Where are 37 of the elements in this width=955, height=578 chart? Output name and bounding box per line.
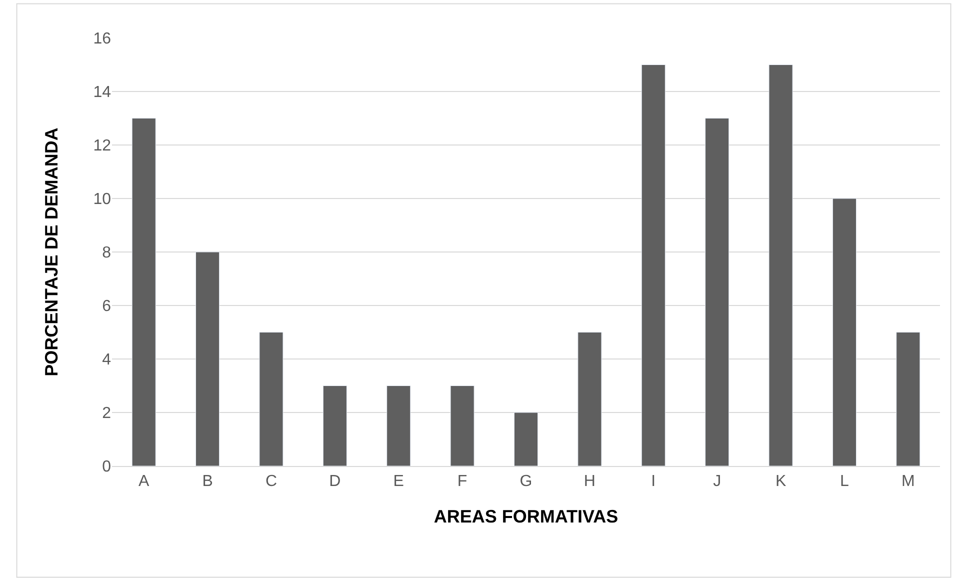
y-axis-title: PORCENTAJE DE DEMANDA bbox=[41, 128, 62, 376]
y-tick-label: 0 bbox=[102, 458, 112, 476]
bar bbox=[768, 64, 793, 466]
y-tick-label: 14 bbox=[93, 84, 112, 102]
bar bbox=[386, 386, 411, 466]
x-tick-label: F bbox=[457, 473, 468, 490]
y-tick-label: 4 bbox=[102, 352, 112, 369]
y-tick-label: 16 bbox=[93, 30, 112, 48]
x-tick-label: G bbox=[520, 473, 532, 490]
x-tick-label: D bbox=[329, 473, 341, 490]
bar bbox=[705, 118, 730, 466]
x-tick-label: I bbox=[651, 473, 656, 490]
bar bbox=[259, 332, 284, 466]
bar bbox=[578, 332, 602, 466]
bar bbox=[641, 64, 666, 466]
bar bbox=[196, 252, 220, 466]
x-tick-label: E bbox=[393, 473, 404, 490]
bar bbox=[132, 118, 156, 466]
x-tick-label: H bbox=[584, 473, 596, 490]
bar bbox=[896, 332, 920, 466]
x-tick-label: C bbox=[265, 473, 278, 490]
y-tick-label: 12 bbox=[93, 138, 112, 155]
x-tick-label: K bbox=[775, 473, 786, 490]
bar bbox=[514, 412, 538, 466]
bar bbox=[832, 198, 856, 466]
y-tick-label: 6 bbox=[102, 298, 112, 316]
y-tick-label: 8 bbox=[102, 244, 112, 262]
x-axis-title: AREAS FORMATIVAS bbox=[434, 506, 618, 526]
x-tick-label: L bbox=[840, 473, 850, 490]
y-tick-label: 2 bbox=[102, 405, 112, 422]
x-tick-label: B bbox=[202, 473, 213, 490]
bar bbox=[450, 386, 474, 466]
x-tick-label: A bbox=[138, 473, 150, 490]
bar bbox=[322, 386, 347, 466]
y-tick-label: 10 bbox=[93, 191, 112, 208]
x-tick-label: M bbox=[901, 473, 915, 490]
x-tick-label: J bbox=[713, 473, 722, 490]
